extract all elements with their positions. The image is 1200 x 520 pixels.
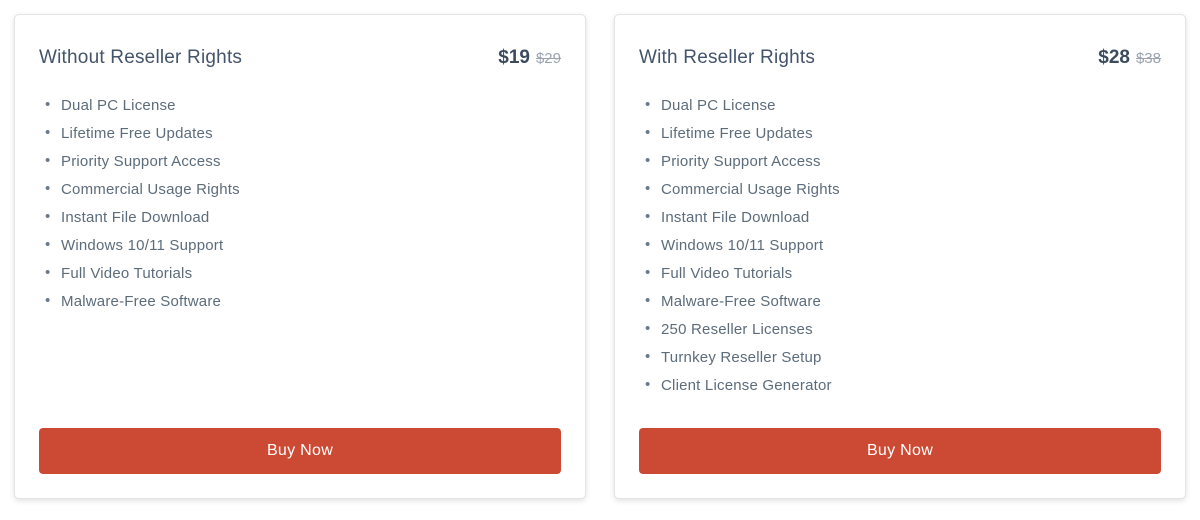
feature-item: Malware-Free Software: [45, 292, 561, 311]
feature-item: Dual PC License: [45, 96, 561, 115]
price-group: $28 $38: [1098, 47, 1161, 69]
feature-item: Instant File Download: [45, 208, 561, 227]
plan-title: With Reseller Rights: [639, 47, 816, 68]
plan-title: Without Reseller Rights: [39, 47, 243, 68]
feature-item: Dual PC License: [645, 96, 1161, 115]
feature-item: Lifetime Free Updates: [45, 124, 561, 143]
feature-item: Instant File Download: [645, 208, 1161, 227]
pricing-card-with-reseller-rights: With Reseller Rights $28 $38 Dual PC Lic…: [614, 14, 1186, 499]
old-price: $38: [1135, 50, 1161, 67]
old-price: $29: [535, 50, 561, 67]
feature-list: Dual PC License Lifetime Free Updates Prio…: [39, 96, 561, 321]
current-price: $19: [498, 47, 530, 68]
price-group: $19 $29: [498, 47, 561, 69]
current-price: $28: [1098, 47, 1130, 68]
feature-item: Windows 10/11 Support: [45, 236, 561, 255]
feature-item: 250 Reseller Licenses: [645, 320, 1161, 339]
card-header: Without Reseller Rights $19 $29: [39, 47, 561, 69]
buy-now-button[interactable]: Buy Now: [39, 428, 561, 474]
feature-list: Dual PC License Lifetime Free Updates Prio…: [639, 96, 1161, 405]
feature-item: Malware-Free Software: [645, 292, 1161, 311]
card-header: With Reseller Rights $28 $38: [639, 47, 1161, 69]
feature-item: Commercial Usage Rights: [45, 180, 561, 199]
feature-item: Windows 10/11 Support: [645, 236, 1161, 255]
feature-item: Lifetime Free Updates: [645, 124, 1161, 143]
feature-item: Full Video Tutorials: [645, 264, 1161, 283]
feature-item: Full Video Tutorials: [45, 264, 561, 283]
buy-now-button[interactable]: Buy Now: [639, 428, 1161, 474]
feature-item: Priority Support Access: [645, 152, 1161, 171]
feature-item: Turnkey Reseller Setup: [645, 348, 1161, 367]
pricing-card-without-reseller-rights: Without Reseller Rights $19 $29 Dual PC …: [14, 14, 586, 499]
feature-item: Priority Support Access: [45, 152, 561, 171]
feature-item: Commercial Usage Rights: [645, 180, 1161, 199]
feature-item: Client License Generator: [645, 376, 1161, 395]
